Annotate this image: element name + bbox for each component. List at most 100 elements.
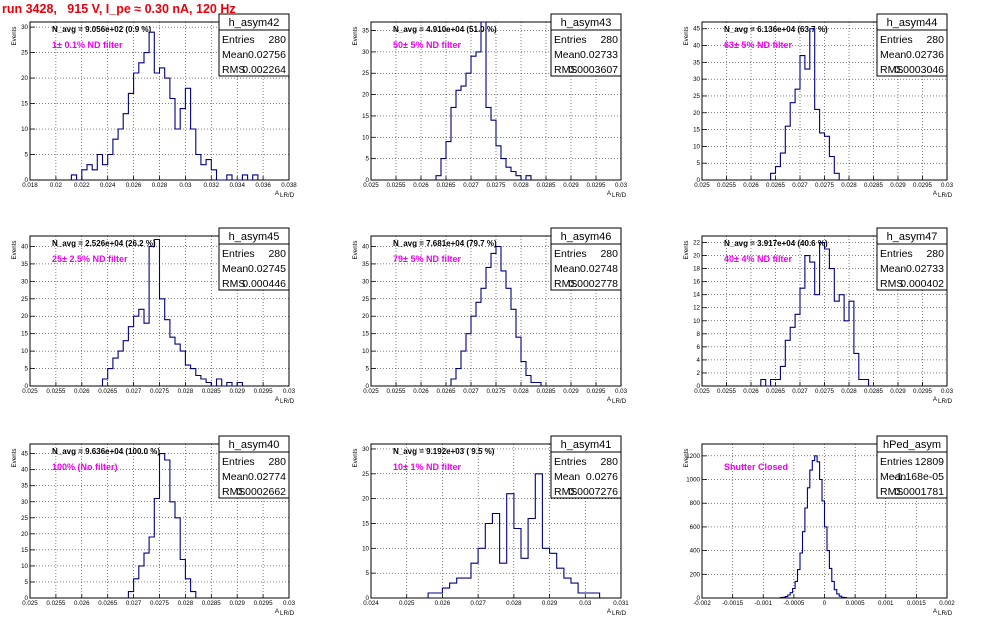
x-tick-label: 0.02 [50,182,63,189]
stats-key-entries: Entries [880,456,913,468]
stats-value-entries: 12809 [915,456,944,468]
y-tick-label: 0 [366,595,370,602]
y-tick-label: 5 [366,366,370,373]
stats-value-mean: 0.02756 [248,49,286,61]
stats-value-rms: 0.0003607 [568,64,618,76]
x-tick-label: 0.0275 [815,182,834,189]
y-tick-label: 40 [693,43,700,50]
y-tick-label: 1200 [686,453,700,460]
filter-label: 79± 5% ND filter [393,254,461,264]
stats-key-entries: Entries [222,34,255,46]
y-tick-label: 20 [362,496,369,503]
filter-label: 63± 5% ND filter [724,40,792,50]
y-tick-label: 12 [693,305,700,312]
x-tick-label: 0.0295 [254,388,273,395]
x-tick-label: 0.0285 [864,388,883,395]
x-tick-label: 0.018 [22,182,38,189]
y-tick-label: 25 [362,296,369,303]
y-tick-label: 10 [21,126,28,133]
x-tick-label: 0.025 [399,600,415,607]
stats-key-rms: RMS [880,486,903,498]
stats-value-entries: 280 [268,248,286,260]
y-tick-label: 45 [693,26,700,33]
x-tick-label: 0.022 [74,182,90,189]
y-tick-label: 14 [693,292,700,299]
y-tick-label: 15 [21,101,28,108]
y-tick-label: 4 [697,357,701,364]
x-tick-label: 0.024 [100,182,116,189]
x-tick-label: 0.028 [506,600,522,607]
x-tick-label: 0.0265 [437,388,456,395]
y-tick-label: 30 [362,278,369,285]
y-tick-label: 35 [21,261,28,268]
x-tick-label: 0.0265 [98,600,117,607]
x-tick-label: 0.001 [878,600,894,607]
stats-key-mean: Mean [554,49,580,61]
n-avg-annotation: N_avg = 6.136e+04 (63.7 %) [724,25,828,34]
stats-value-rms: 0.0003046 [894,64,944,76]
y-tick-label: 20 [693,253,700,260]
stats-value-mean: 0.02733 [580,49,618,61]
x-tick-label: 0.025 [22,600,38,607]
x-tick-label: 0.026 [743,182,759,189]
y-tick-label: 15 [21,331,28,338]
histogram-panel: 0.018 0.02 0.022 0.024 0.026 0.028 0.03 0.032 0.… [11,13,297,199]
histogram-name: h_asym46 [561,231,612,243]
stats-value-entries: 280 [268,456,286,468]
stats-value-entries: 280 [926,248,944,260]
stats-box [550,13,622,77]
y-tick-label: 5 [25,579,29,586]
stats-key-rms: RMS [222,64,245,76]
x-tick-label: 0.0295 [254,600,273,607]
x-axis-subscript: LR/D [612,192,627,199]
x-tick-label: 0.027 [792,388,808,395]
y-tick-label: 10 [362,348,369,355]
histogram-name: h_asym40 [229,439,280,451]
x-tick-label: 0.025 [694,182,710,189]
y-tick-label: 5 [25,366,29,373]
y-axis-label: Events [352,449,359,468]
x-axis-subscript: LR/D [280,398,295,405]
x-tick-label: 0.0275 [815,388,834,395]
x-tick-label: 0.03 [579,600,592,607]
x-axis-label: A [607,608,612,615]
y-tick-label: 0 [25,177,29,184]
x-tick-label: 0.028 [152,182,168,189]
x-tick-label: 0.032 [204,182,220,189]
y-tick-label: 5 [697,160,701,167]
stats-value-entries: 280 [600,248,618,260]
histogram-name: hPed_asym [883,439,941,451]
y-tick-label: 35 [362,28,369,35]
y-tick-label: 30 [362,446,369,453]
x-tick-label: 0.0295 [587,388,606,395]
filter-label: 1± 0.1% ND filter [52,40,123,50]
x-tick-label: 0.002 [939,600,955,607]
x-tick-label: 0.0265 [766,388,785,395]
plot-frame [370,443,622,599]
x-tick-label: 0.0265 [766,182,785,189]
y-tick-label: 22 [693,240,700,247]
y-axis-label: Events [11,241,18,260]
filter-label: 50± 5% ND filter [393,40,461,50]
y-tick-label: 40 [362,243,369,250]
x-tick-label: 0.029 [229,600,245,607]
stats-box [876,435,948,499]
y-tick-label: 1000 [686,477,700,484]
stats-value-entries: 280 [926,34,944,46]
x-tick-label: 0.0275 [487,182,506,189]
stats-key-rms: RMS [222,278,245,290]
x-tick-label: 0.025 [363,182,379,189]
stats-key-mean: Mean [222,471,248,483]
x-axis-subscript: LR/D [280,192,295,199]
y-axis-label: Events [352,27,359,46]
stats-key-mean: Mean [554,263,580,275]
y-tick-label: 8 [697,331,701,338]
histogram-name: h_asym43 [561,17,612,29]
y-tick-label: 15 [362,520,369,527]
histogram-panel: 0.025 0.0255 0.026 0.0265 0.027 0.0275 0.028 0.… [683,227,954,405]
x-tick-label: 0.027 [126,600,142,607]
x-tick-label: 0.026 [413,388,429,395]
x-tick-label: 0.026 [743,388,759,395]
x-tick-label: 0.028 [513,388,529,395]
stats-key-rms: RMS [554,278,577,290]
